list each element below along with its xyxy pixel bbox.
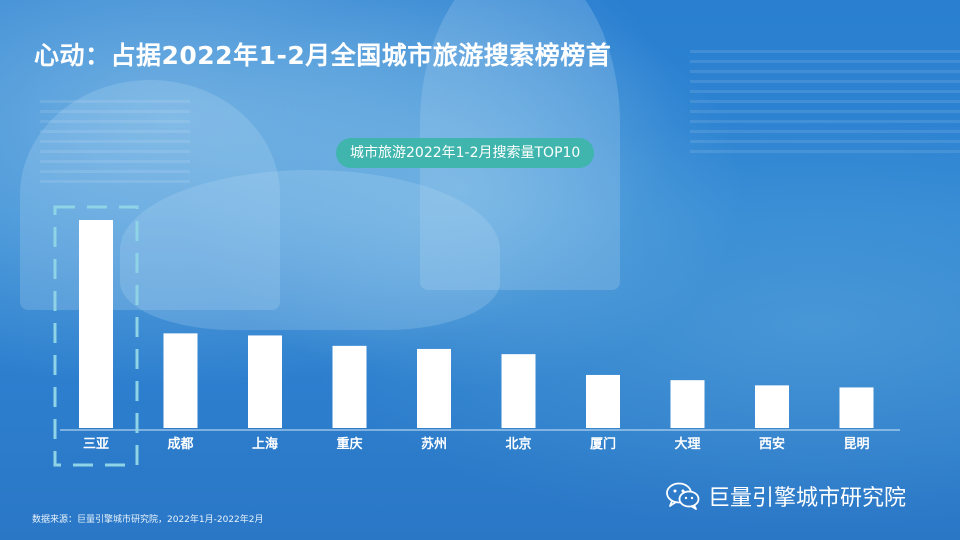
brand-watermark: 巨量引擎城市研究院 [666,480,906,512]
x-tick-label: 西安 [759,436,785,452]
bar-4 [417,348,451,428]
background-facade-left [40,100,190,190]
page-title: 心动：占据2022年1-2月全国城市旅游搜索榜榜首 [34,41,612,70]
bar-9 [839,387,874,428]
bar-2 [248,335,282,428]
bar-8 [755,385,789,428]
x-tick-label: 苏州 [421,436,447,452]
x-tick-label: 成都 [167,436,193,452]
bar-0 [79,220,113,428]
chart-title: 城市旅游2022年1-2月搜索量TOP10 [336,138,595,168]
highlight-box [53,205,139,467]
x-tick-label: 上海 [252,436,278,452]
wechat-icon [666,482,700,510]
bar-7 [670,380,705,428]
background-building-left [20,80,280,310]
source-note: 数据来源：巨量引擎城市研究院，2022年1月-2022年2月 [32,515,264,525]
bar-3 [332,345,367,428]
x-tick-label: 重庆 [336,436,362,452]
x-tick-label: 厦门 [590,436,616,452]
x-tick-label: 三亚 [83,437,109,452]
x-tick-label: 昆明 [843,436,869,452]
background-terrace-right [690,50,960,160]
bar-5 [501,354,536,428]
bar-6 [586,374,620,428]
background-building-dome [120,170,500,330]
x-tick-label: 北京 [505,436,531,452]
x-tick-label: 大理 [674,436,700,452]
brand-name: 巨量引擎城市研究院 [708,486,907,511]
bar-1 [163,333,198,428]
